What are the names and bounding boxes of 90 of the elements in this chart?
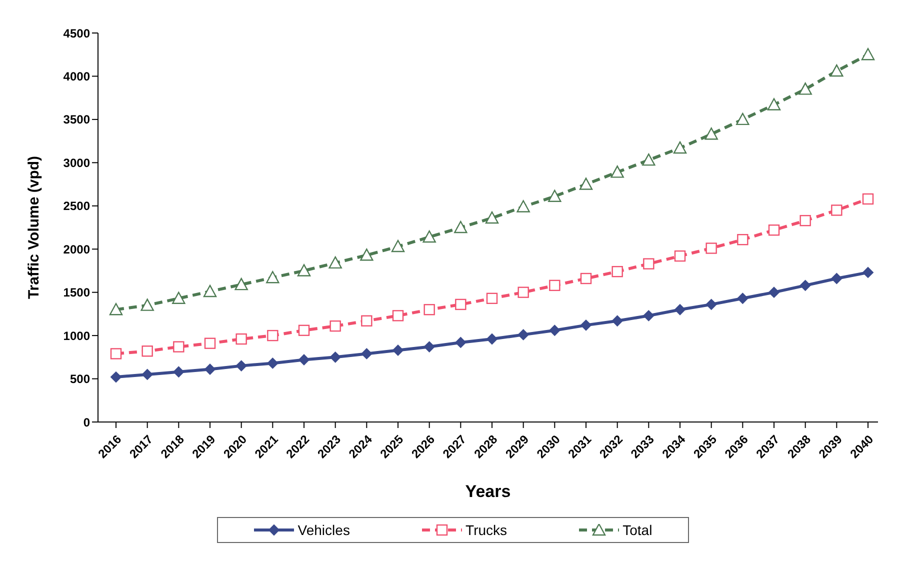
point	[610, 166, 624, 178]
y-tick-label: 4500	[63, 26, 90, 40]
point	[516, 200, 530, 212]
point	[612, 266, 623, 278]
point	[518, 286, 529, 298]
point	[110, 348, 122, 360]
point	[142, 368, 153, 380]
point	[673, 141, 687, 154]
point	[862, 266, 874, 278]
point	[234, 278, 248, 290]
point	[706, 298, 717, 310]
point	[486, 334, 498, 345]
y-tick-label: 2000	[63, 242, 90, 256]
point	[361, 348, 372, 360]
point	[518, 329, 529, 340]
y-tick-label: 0	[83, 415, 90, 430]
point	[549, 324, 560, 336]
point	[580, 320, 592, 331]
point	[674, 250, 686, 262]
legend-label: Trucks	[464, 522, 508, 538]
point	[267, 358, 278, 369]
point	[861, 48, 875, 60]
point	[266, 271, 280, 284]
point	[391, 240, 405, 252]
point	[204, 338, 216, 349]
point	[455, 298, 466, 310]
point	[330, 352, 341, 363]
y-tick-label: 3000	[63, 156, 90, 170]
y-tick-label: 1000	[63, 328, 90, 343]
y-axis-title: Traffic Volume (vpd)	[25, 156, 42, 300]
point	[422, 230, 436, 243]
point	[548, 190, 562, 202]
point	[328, 256, 342, 269]
point	[298, 354, 310, 366]
point	[486, 292, 498, 304]
point	[204, 364, 216, 375]
point	[485, 211, 499, 224]
point	[580, 272, 592, 284]
point	[831, 204, 842, 216]
point	[330, 320, 341, 332]
point	[830, 64, 844, 77]
point	[267, 330, 278, 342]
point	[643, 258, 654, 270]
point	[424, 341, 435, 352]
point	[236, 360, 247, 372]
point	[110, 372, 122, 383]
point	[862, 193, 874, 205]
point	[140, 298, 154, 311]
point	[643, 310, 654, 322]
point	[360, 248, 374, 261]
point	[236, 333, 247, 345]
point	[172, 292, 186, 304]
point	[579, 178, 593, 190]
point	[454, 220, 468, 234]
point	[706, 242, 717, 254]
point	[737, 234, 748, 246]
point	[768, 224, 780, 236]
point	[800, 280, 811, 291]
y-tick-label: 2500	[63, 199, 90, 214]
y-tick-label: 1500	[63, 286, 90, 300]
point	[392, 310, 404, 322]
point	[203, 284, 217, 298]
point	[737, 292, 748, 304]
legend-label: Total	[622, 522, 652, 538]
point	[173, 366, 184, 378]
point	[173, 341, 184, 352]
point	[455, 336, 466, 348]
y-tick-label: 500	[70, 372, 90, 386]
y-tick-label: 4000	[63, 69, 90, 84]
point	[736, 112, 750, 126]
point	[612, 315, 623, 326]
point	[767, 98, 781, 110]
point	[142, 346, 153, 357]
point	[424, 304, 435, 316]
point	[297, 264, 311, 276]
point	[549, 280, 560, 292]
point	[298, 324, 310, 336]
point	[109, 303, 123, 316]
point	[642, 153, 656, 166]
y-tick-label: 3500	[63, 112, 90, 127]
x-axis-title: Years	[465, 482, 511, 501]
point	[704, 128, 718, 140]
point	[800, 214, 811, 226]
legend-label: Vehicles	[296, 522, 350, 538]
point	[674, 304, 686, 316]
point	[361, 315, 372, 326]
point	[831, 273, 842, 284]
point	[768, 286, 780, 298]
point	[798, 82, 812, 95]
point	[392, 344, 404, 356]
